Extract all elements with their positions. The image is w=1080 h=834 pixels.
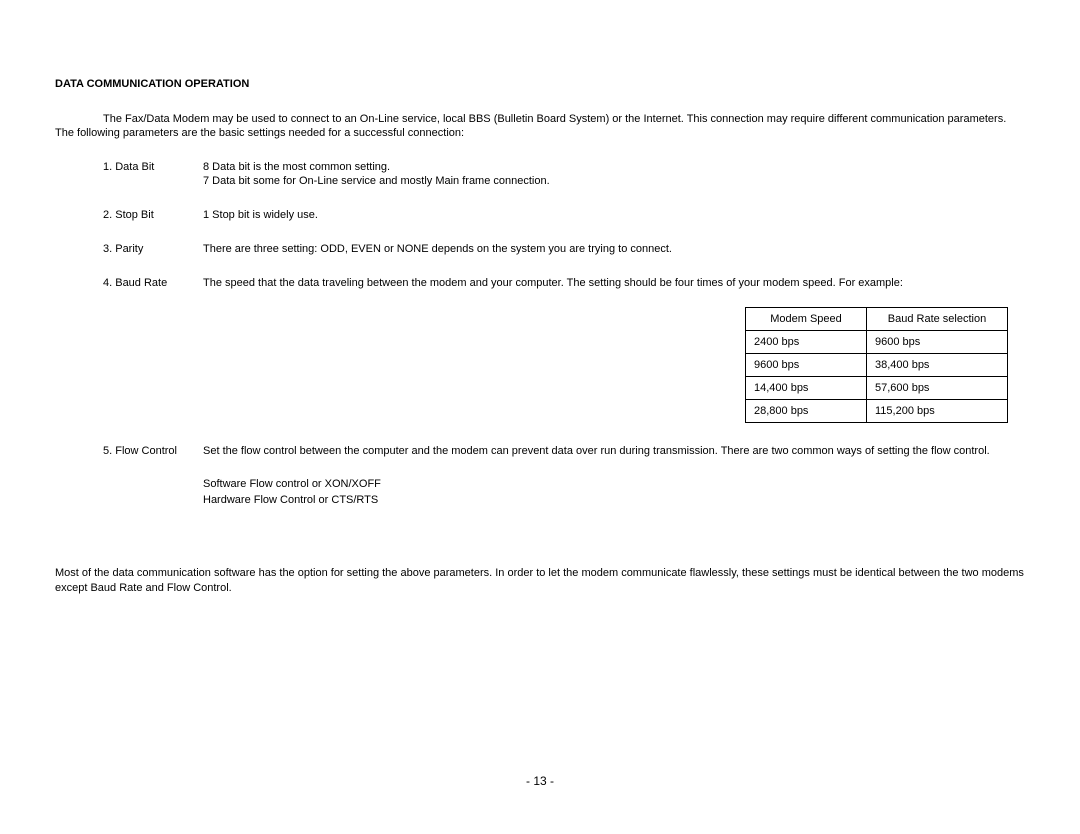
param-stop-bit: 2. Stop Bit 1 Stop bit is widely use. bbox=[103, 209, 1025, 221]
baud-rate-table-wrap: Modem Speed Baud Rate selection 2400 bps… bbox=[745, 307, 1025, 423]
param-data-bit-line2: 7 Data bit some for On-Line service and … bbox=[103, 175, 1025, 187]
intro-paragraph: The Fax/Data Modem may be used to connec… bbox=[55, 112, 1025, 141]
param-value: 8 Data bit is the most common setting. bbox=[203, 161, 1025, 173]
param-value: 1 Stop bit is widely use. bbox=[203, 209, 1025, 221]
table-cell: 9600 bps bbox=[867, 330, 1008, 353]
parameter-list: 1. Data Bit 8 Data bit is the most commo… bbox=[103, 161, 1025, 289]
baud-rate-table: Modem Speed Baud Rate selection 2400 bps… bbox=[745, 307, 1008, 423]
param-baud-rate: 4. Baud Rate The speed that the data tra… bbox=[103, 277, 1025, 289]
page-body: DATA COMMUNICATION OPERATION The Fax/Dat… bbox=[0, 0, 1080, 595]
table-cell: 38,400 bps bbox=[867, 353, 1008, 376]
section-heading: DATA COMMUNICATION OPERATION bbox=[55, 78, 1025, 90]
param-parity: 3. Parity There are three setting: ODD, … bbox=[103, 243, 1025, 255]
param-data-bit: 1. Data Bit 8 Data bit is the most commo… bbox=[103, 161, 1025, 173]
param-value: There are three setting: ODD, EVEN or NO… bbox=[203, 243, 1025, 255]
param-key: 5. Flow Control bbox=[103, 445, 203, 457]
table-cell: 14,400 bps bbox=[746, 376, 867, 399]
param-key: 1. Data Bit bbox=[103, 161, 203, 173]
page-number: - 13 - bbox=[0, 774, 1080, 788]
table-row: 9600 bps 38,400 bps bbox=[746, 353, 1008, 376]
table-header-modem-speed: Modem Speed bbox=[746, 307, 867, 330]
intro-text: The Fax/Data Modem may be used to connec… bbox=[55, 112, 1025, 141]
table-header-row: Modem Speed Baud Rate selection bbox=[746, 307, 1008, 330]
table-cell: 9600 bps bbox=[746, 353, 867, 376]
param-value: 7 Data bit some for On-Line service and … bbox=[203, 175, 1025, 187]
param-key: 4. Baud Rate bbox=[103, 277, 203, 289]
table-header-baud-rate: Baud Rate selection bbox=[867, 307, 1008, 330]
parameter-list-cont: 5. Flow Control Set the flow control bet… bbox=[103, 445, 1025, 457]
param-value: Set the flow control between the compute… bbox=[203, 445, 1025, 457]
param-key-empty bbox=[103, 175, 203, 187]
table-cell: 28,800 bps bbox=[746, 399, 867, 422]
closing-paragraph: Most of the data communication software … bbox=[55, 566, 1025, 595]
table-cell: 2400 bps bbox=[746, 330, 867, 353]
flow-control-options: Software Flow control or XON/XOFF Hardwa… bbox=[203, 477, 1025, 509]
table-row: 2400 bps 9600 bps bbox=[746, 330, 1008, 353]
flow-option-software: Software Flow control or XON/XOFF bbox=[203, 477, 1025, 493]
table-row: 28,800 bps 115,200 bps bbox=[746, 399, 1008, 422]
table-cell: 57,600 bps bbox=[867, 376, 1008, 399]
param-flow-control: 5. Flow Control Set the flow control bet… bbox=[103, 445, 1025, 457]
param-value: The speed that the data traveling betwee… bbox=[203, 277, 1025, 289]
flow-option-hardware: Hardware Flow Control or CTS/RTS bbox=[203, 493, 1025, 509]
table-cell: 115,200 bps bbox=[867, 399, 1008, 422]
param-key: 3. Parity bbox=[103, 243, 203, 255]
table-row: 14,400 bps 57,600 bps bbox=[746, 376, 1008, 399]
param-key: 2. Stop Bit bbox=[103, 209, 203, 221]
